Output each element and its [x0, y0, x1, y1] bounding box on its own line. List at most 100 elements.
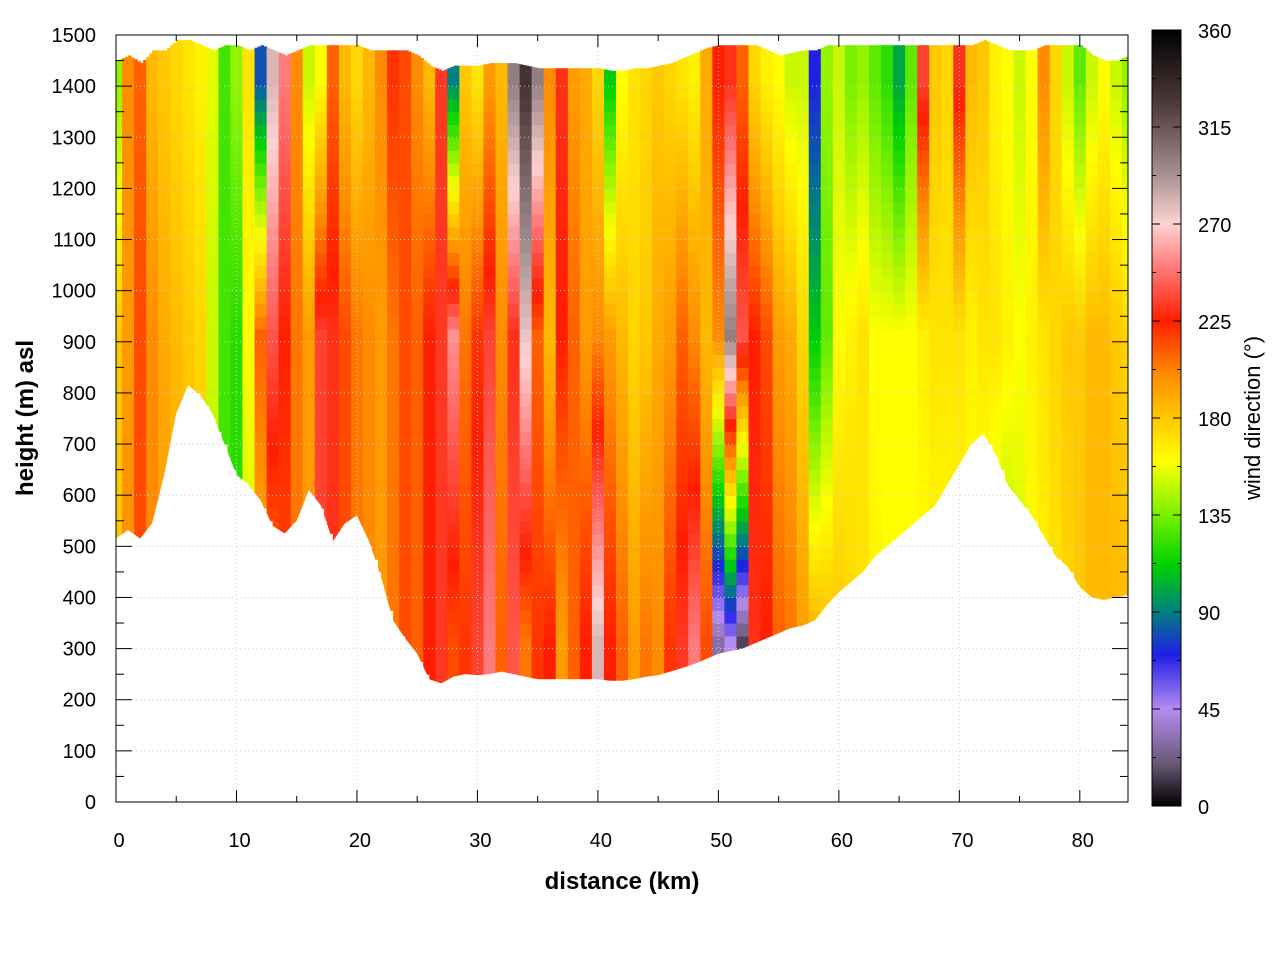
- wind-cell: [188, 226, 192, 241]
- wind-cell: [236, 60, 241, 74]
- wind-cell: [149, 137, 153, 151]
- wind-cell: [152, 354, 156, 368]
- wind-cell: [290, 60, 295, 74]
- wind-cell: [191, 265, 195, 279]
- wind-cell: [308, 444, 313, 458]
- wind-cell: [230, 316, 235, 330]
- wind-cell: [200, 137, 204, 151]
- wind-cell: [164, 431, 168, 445]
- wind-cell: [149, 354, 153, 368]
- wind-cell: [218, 290, 223, 305]
- wind-cell: [125, 354, 129, 368]
- wind-cell: [329, 47, 334, 62]
- wind-cell: [203, 111, 207, 126]
- wind-cell: [257, 290, 262, 305]
- wind-cell: [254, 303, 259, 317]
- wind-cell: [329, 239, 334, 253]
- wind-cell: [257, 188, 262, 202]
- wind-cell: [119, 482, 123, 496]
- wind-cell: [134, 495, 138, 509]
- wind-cell: [134, 226, 138, 241]
- wind-cell: [209, 201, 213, 215]
- wind-cell: [236, 226, 241, 241]
- wind-cell: [257, 46, 262, 49]
- wind-cell: [173, 42, 177, 49]
- wind-cell: [236, 354, 241, 368]
- wind-cell: [221, 380, 226, 394]
- wind-cell: [149, 252, 153, 266]
- wind-cell: [134, 303, 138, 317]
- wind-cell: [224, 290, 229, 305]
- wind-cell: [314, 60, 319, 74]
- wind-cell: [323, 444, 328, 458]
- wind-cell: [125, 303, 129, 317]
- wind-cell: [128, 265, 132, 279]
- wind-cell: [206, 137, 210, 151]
- wind-cell: [335, 150, 340, 164]
- wind-cell: [296, 341, 301, 356]
- wind-cell: [122, 431, 126, 445]
- wind-cell: [131, 98, 135, 113]
- wind-cell: [332, 239, 337, 253]
- wind-cell: [296, 124, 301, 138]
- wind-cell: [287, 137, 292, 151]
- wind-cell: [155, 469, 159, 484]
- wind-cell: [143, 380, 147, 394]
- wind-cell: [245, 124, 250, 138]
- wind-cell: [197, 329, 201, 343]
- wind-cell: [152, 201, 156, 215]
- wind-cell: [269, 277, 274, 292]
- wind-cell: [248, 98, 253, 113]
- wind-cell: [158, 431, 162, 445]
- wind-cell: [128, 188, 132, 202]
- wind-cell: [173, 175, 177, 189]
- wind-cell: [200, 47, 204, 62]
- wind-cell: [218, 124, 223, 138]
- wind-cell: [311, 418, 316, 432]
- wind-cell: [203, 60, 207, 74]
- wind-cell: [224, 162, 229, 177]
- wind-cell: [230, 111, 235, 126]
- wind-cell: [320, 431, 325, 445]
- wind-cell: [209, 252, 213, 266]
- wind-cell: [155, 482, 159, 496]
- wind-cell: [179, 98, 183, 113]
- wind-cell: [170, 162, 174, 177]
- wind-cell: [239, 367, 244, 381]
- wind-cell: [239, 188, 244, 202]
- wind-cell: [332, 469, 337, 484]
- wind-cell: [293, 226, 298, 241]
- wind-cell: [323, 213, 328, 228]
- wind-cell: [335, 405, 340, 420]
- wind-cell: [293, 329, 298, 343]
- wind-cell: [149, 73, 153, 87]
- wind-cell: [239, 86, 244, 100]
- wind-cell: [323, 431, 328, 445]
- wind-cell: [320, 213, 325, 228]
- wind-cell: [179, 213, 183, 228]
- wind-cell: [284, 495, 289, 509]
- wind-cell: [263, 188, 268, 202]
- wind-cell: [158, 137, 162, 151]
- wind-cell: [302, 201, 307, 215]
- wind-cell: [233, 367, 238, 381]
- wind-cell: [263, 316, 268, 330]
- wind-cell: [134, 341, 138, 356]
- wind-cell: [125, 316, 129, 330]
- wind-cell: [158, 456, 162, 471]
- wind-cell: [251, 49, 256, 62]
- wind-cell: [278, 354, 283, 368]
- wind-cell: [257, 73, 262, 87]
- wind-cell: [257, 137, 262, 151]
- wind-cell: [203, 188, 207, 202]
- wind-cell: [242, 316, 247, 330]
- wind-cell: [248, 444, 253, 458]
- wind-cell: [140, 329, 144, 343]
- wind-cell: [125, 162, 129, 177]
- wind-cell: [116, 60, 120, 74]
- wind-cell: [128, 124, 132, 138]
- wind-cell: [302, 469, 307, 484]
- wind-cell: [311, 124, 316, 138]
- wind-cell: [125, 98, 129, 113]
- wind-cell: [143, 59, 147, 62]
